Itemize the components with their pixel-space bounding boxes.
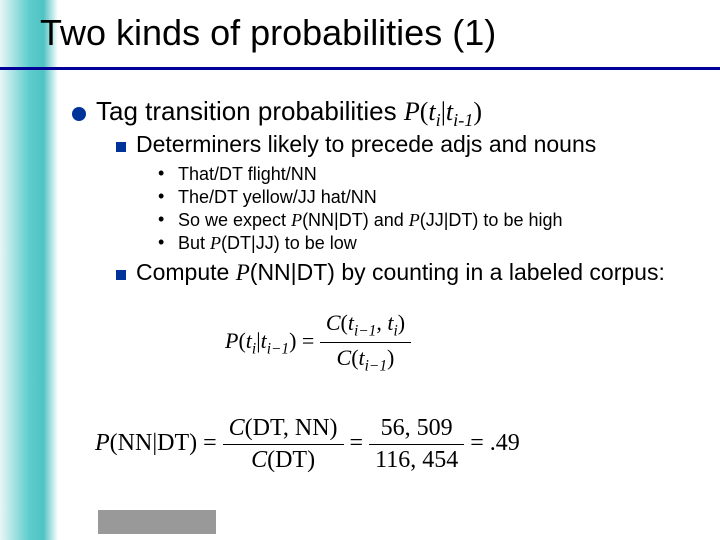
formula-t1: t: [428, 97, 435, 126]
d4-b: (DT|JJ) to be low: [221, 233, 357, 253]
main-bullet: Tag transition probabilities P(ti|ti-1): [96, 96, 482, 131]
eq1-den-s: i−1: [365, 358, 387, 375]
eq2-frac2: 56, 509 116, 454: [369, 415, 464, 474]
eq1-num-comma: ,: [376, 310, 387, 335]
d3-end: (JJ|DT) to be high: [420, 210, 563, 230]
eq2-num2: 56, 509: [369, 415, 464, 444]
sub2-P: P: [236, 260, 250, 285]
eq1-den-close: ): [387, 345, 394, 370]
eq1-num-C: C: [326, 310, 341, 335]
slide-title: Two kinds of probabilities (1): [40, 12, 496, 54]
eq2-P: P: [95, 430, 110, 456]
equation-1: P(ti|ti−1) = C(ti−1, ti) C(ti−1): [225, 310, 411, 376]
eq1-frac: C(ti−1, ti) C(ti−1): [320, 310, 411, 376]
main-bullet-prefix: Tag transition probabilities: [96, 96, 404, 126]
eq2-lhs: (NN|DT) =: [110, 430, 223, 456]
eq1-P: P: [225, 328, 238, 353]
eq1-den-C: C: [337, 345, 352, 370]
dot-marker-4: •: [158, 230, 164, 254]
eq1-num-close: ): [398, 310, 405, 335]
sub-bullet-2: Compute P(NN|DT) by counting in a labele…: [136, 259, 665, 286]
d3-P2: P: [409, 210, 420, 230]
bullet-square-1: [116, 142, 126, 152]
footer-grey-bar: [98, 510, 216, 534]
sub-bullet-1: Determiners likely to precede adjs and n…: [136, 131, 596, 158]
d4-a: But: [178, 233, 210, 253]
eq2-num1-C: C: [229, 415, 245, 441]
formula-sub2: i-1: [453, 110, 473, 130]
dot-bullet-2: The/DT yellow/JJ hat/NN: [178, 187, 377, 208]
d3-a: So we expect: [178, 210, 291, 230]
eq1-close: ) =: [289, 328, 320, 353]
dot-bullet-4: But P(DT|JJ) to be low: [178, 233, 357, 254]
dot-marker-2: •: [158, 184, 164, 208]
eq2-frac1: C(DT, NN) C(DT): [223, 415, 344, 474]
eq1-num-s1: i−1: [354, 322, 376, 339]
formula-P: P: [404, 97, 420, 126]
eq2-num1: (DT, NN): [245, 415, 338, 441]
eq2-res: = .49: [470, 430, 520, 456]
sub2-a: Compute: [136, 259, 236, 285]
dot-marker-3: •: [158, 207, 164, 231]
eq1-num-open: (: [341, 310, 348, 335]
equation-2: P(NN|DT) = C(DT, NN) C(DT) = 56, 509 116…: [95, 415, 520, 474]
eq2-eq1: =: [350, 430, 370, 456]
dot-bullet-3: So we expect P(NN|DT) and P(JJ|DT) to be…: [178, 210, 563, 231]
d4-P: P: [210, 233, 221, 253]
eq2-den2: 116, 454: [369, 444, 464, 474]
eq1-open: (: [238, 328, 245, 353]
bullet-square-2: [116, 270, 126, 280]
title-underline: [0, 67, 720, 70]
eq1-s2: i−1: [267, 340, 289, 357]
dot-bullet-1: That/DT flight/NN: [178, 164, 317, 185]
dot-marker-1: •: [158, 161, 164, 185]
d3-mid1: (NN|DT) and: [302, 210, 409, 230]
bullet-dot-main: [72, 107, 86, 121]
eq1-den-open: (: [351, 345, 358, 370]
left-gradient-decor: [0, 0, 58, 540]
formula-close: ): [473, 97, 482, 126]
eq2-den1: (DT): [267, 447, 315, 473]
eq2-den1-C: C: [251, 447, 267, 473]
sub2-b: (NN|DT) by counting in a labeled corpus:: [250, 259, 665, 285]
d3-P1: P: [291, 210, 302, 230]
